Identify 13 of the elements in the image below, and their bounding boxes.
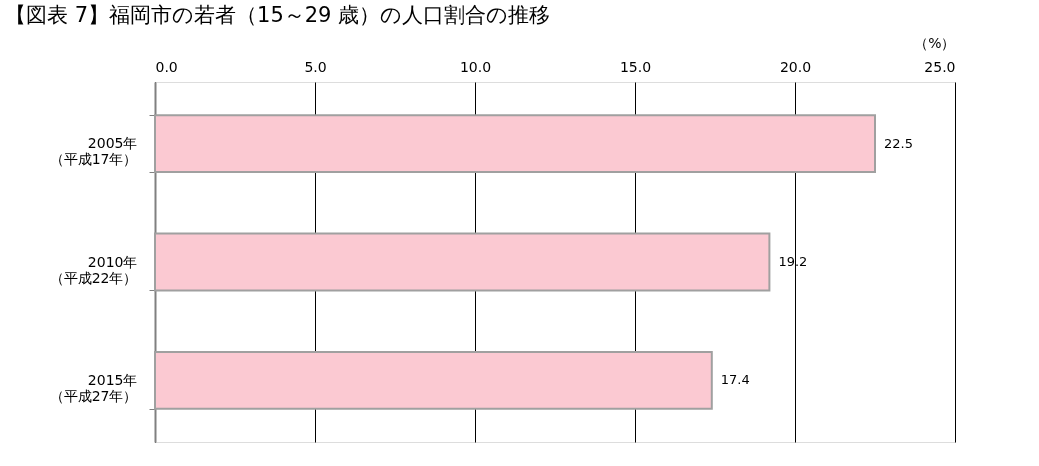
- x-tick-label: 15.0: [619, 58, 652, 75]
- x-tick-label: 5.0: [304, 58, 327, 75]
- x-axis-title: （%）: [914, 34, 956, 51]
- y-tick-label: 2005年（平成17年）: [49, 135, 138, 168]
- x-tick-label: 25.0: [924, 58, 956, 75]
- x-tick-label: 20.0: [779, 58, 812, 75]
- data-label: 17.4: [720, 372, 750, 388]
- x-tick-label: 0.0: [155, 58, 178, 75]
- x-tick-label: 10.0: [459, 58, 492, 75]
- y-tick-label: 2015年（平成27年）: [49, 371, 138, 404]
- data-label: 22.5: [884, 135, 913, 151]
- chart-title: 【図表 7】福岡市の若者（15～29 歳）の人口割合の推移: [5, 3, 551, 27]
- y-tick-label: 2010年（平成22年）: [49, 253, 138, 286]
